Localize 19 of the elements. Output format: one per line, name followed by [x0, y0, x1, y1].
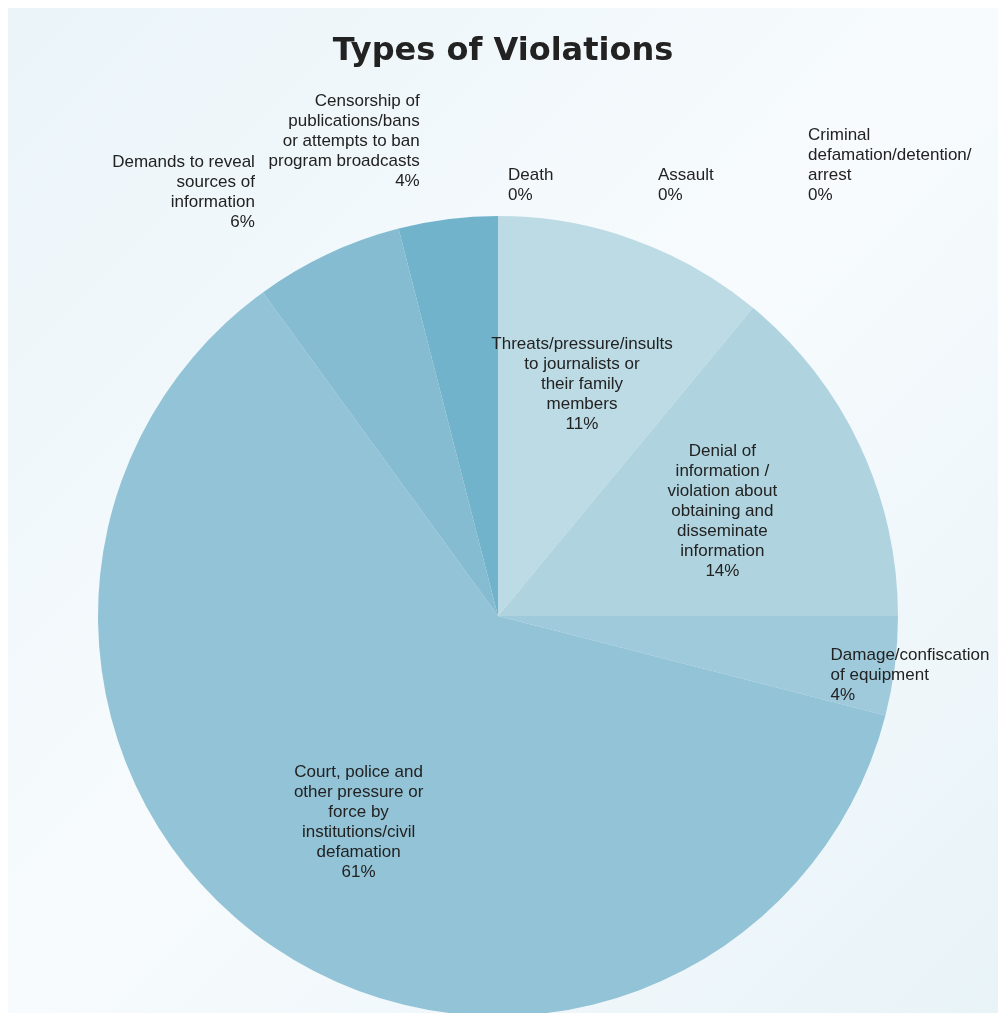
category-label: Death [508, 165, 554, 184]
slice-label: Denial of information / violation about obtaining and disseminate information [667, 441, 778, 561]
data-label: 14% [705, 561, 740, 581]
data-label: 6% [230, 211, 255, 231]
slice-label: Demands to reveal sources of information [112, 151, 256, 211]
data-label: 4% [395, 170, 420, 190]
text: 0% [658, 185, 683, 204]
category-label: Assault [658, 165, 714, 184]
slice-label: Court, police and other pressure or force by institutions/civil defamation [293, 762, 424, 862]
category-label: Criminal defamation/detention/ arrest [808, 125, 972, 184]
chart-title: Types of Violations [332, 30, 674, 68]
slice-label: Damage/confiscation of equipment [830, 644, 990, 684]
text: 0% [808, 185, 833, 204]
data-label: 11% [565, 413, 599, 433]
slice-label: Threats/pressure/insults to journalists or their family members [491, 333, 673, 413]
data-label: 4% [830, 684, 856, 704]
slice-label: Censorship of publications/bans or attempts to ban program broadcasts [268, 90, 420, 170]
text: 0% [508, 185, 533, 204]
data-label: 61% [341, 862, 376, 882]
